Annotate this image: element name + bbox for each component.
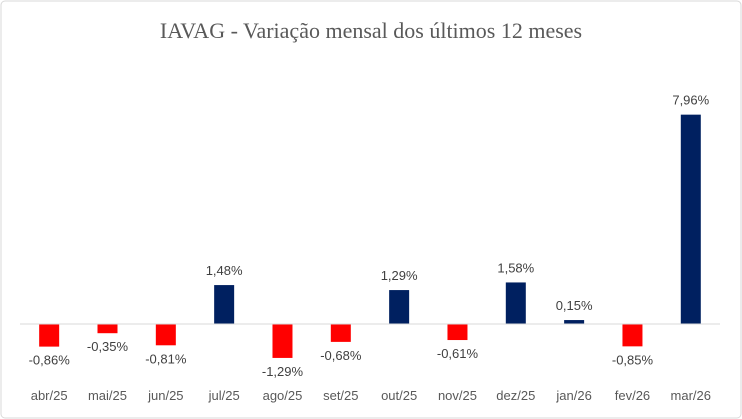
bar-ago/25 bbox=[272, 324, 293, 358]
data-label: -0,81% bbox=[145, 351, 187, 366]
bar-out/25 bbox=[389, 290, 410, 324]
bar-fev/26 bbox=[622, 324, 643, 347]
x-tick-label: set/25 bbox=[323, 388, 358, 403]
x-tick-label: dez/25 bbox=[496, 388, 535, 403]
data-label: 7,96% bbox=[672, 93, 709, 108]
x-tick-label: mai/25 bbox=[88, 388, 127, 403]
bar-jul/25 bbox=[214, 285, 235, 324]
x-tick-label: jan/26 bbox=[555, 388, 591, 403]
x-tick-label: fev/26 bbox=[615, 388, 650, 403]
data-label: -0,85% bbox=[612, 352, 654, 367]
bar-jun/25 bbox=[155, 324, 176, 346]
data-label: 1,29% bbox=[381, 268, 418, 283]
bar-jan/26 bbox=[564, 320, 585, 324]
bar-dez/25 bbox=[505, 282, 526, 324]
bar-abr/25 bbox=[39, 324, 60, 347]
x-tick-label: mar/26 bbox=[671, 388, 711, 403]
data-label: -0,61% bbox=[437, 346, 479, 361]
bar-mai/25 bbox=[97, 324, 118, 334]
x-tick-label: ago/25 bbox=[263, 388, 303, 403]
x-tick-label: out/25 bbox=[381, 388, 417, 403]
x-tick-label: jul/25 bbox=[208, 388, 240, 403]
x-tick-label: jun/25 bbox=[147, 388, 183, 403]
bar-nov/25 bbox=[447, 324, 468, 341]
data-label: 1,48% bbox=[206, 263, 243, 278]
data-label: -0,35% bbox=[87, 339, 129, 354]
data-label: 1,58% bbox=[497, 260, 534, 275]
bar-mar/26 bbox=[680, 114, 701, 324]
data-label: -0,86% bbox=[29, 353, 71, 368]
chart-title: IAVAG - Variação mensal dos últimos 12 m… bbox=[160, 18, 582, 43]
bar-set/25 bbox=[330, 324, 351, 342]
x-tick-label: abr/25 bbox=[31, 388, 68, 403]
x-tick-label: nov/25 bbox=[438, 388, 477, 403]
data-label: -0,68% bbox=[320, 348, 362, 363]
data-label: 0,15% bbox=[556, 298, 593, 313]
data-label: -1,29% bbox=[262, 364, 304, 379]
